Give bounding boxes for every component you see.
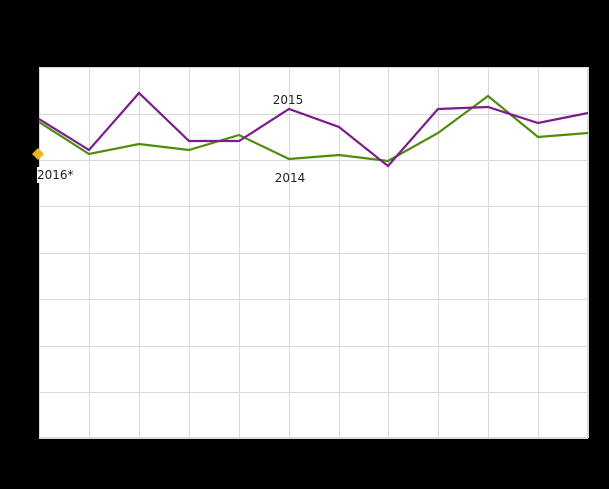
series-labels: 2015 2014 2016* [37,93,305,185]
series-label-2016: 2016* [37,168,74,182]
plot-background [39,67,588,438]
series-label-2014: 2014 [275,171,306,185]
series-line-2014 [38,94,589,163]
series-line-2015 [38,91,589,168]
diamond-marker-2016 [32,148,44,160]
series-lines [38,91,589,168]
vertical-gridlines [39,67,589,438]
series-label-2015: 2015 [273,93,304,107]
plot-border [39,67,588,438]
series-markers [32,148,44,160]
